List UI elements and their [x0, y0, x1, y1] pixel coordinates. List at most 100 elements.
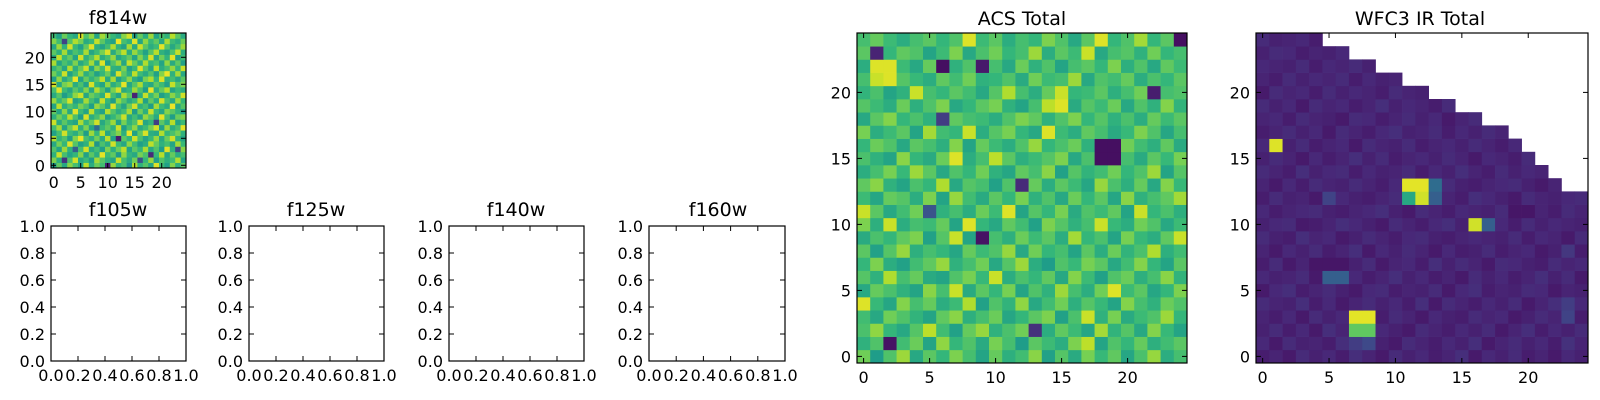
heatmap-cell: [1121, 151, 1135, 166]
heatmap-cell: [870, 204, 884, 219]
heatmap-cell: [1015, 99, 1029, 113]
heatmap-cell: [72, 103, 79, 109]
heatmap-cell: [1256, 151, 1270, 166]
heatmap-cell: [1322, 244, 1337, 258]
panel-title-f814w: f814w: [89, 7, 148, 29]
heatmap-cell: [1068, 244, 1082, 258]
heatmap-cell: [936, 244, 950, 258]
heatmap-cell: [1455, 244, 1469, 258]
heatmap-cell: [1322, 283, 1337, 298]
heatmap-cell: [180, 130, 187, 136]
heatmap-cell: [1081, 231, 1095, 245]
heatmap-cell: [180, 92, 187, 99]
heatmap-cell: [1468, 283, 1483, 298]
heatmap-cell: [1295, 349, 1310, 364]
y-tick-label: 0.2: [218, 325, 243, 344]
x-tick-label: 0: [859, 368, 869, 387]
heatmap-cell: [1081, 270, 1095, 285]
heatmap-cell: [148, 54, 154, 61]
heatmap-cell: [99, 108, 106, 115]
heatmap-cell: [1388, 283, 1403, 298]
heatmap-cell: [1173, 138, 1188, 153]
heatmap-cell: [1428, 204, 1443, 219]
heatmap-cell: [896, 297, 911, 311]
heatmap-cell: [83, 97, 90, 104]
tick-marks-f160w: [648, 225, 786, 362]
heatmap-cell: [1495, 217, 1509, 232]
heatmap-cell: [1441, 231, 1456, 245]
heatmap-cell: [99, 49, 106, 55]
heatmap-cell: [121, 146, 127, 153]
heatmap-cell: [1362, 204, 1376, 219]
heatmap-cell: [137, 114, 144, 120]
heatmap-cell: [1322, 191, 1337, 205]
heatmap-cell: [1002, 125, 1016, 139]
heatmap-cell: [1055, 85, 1069, 100]
heatmap-cell: [61, 38, 68, 45]
heatmap-cell: [989, 283, 1003, 298]
heatmap-cell: [1362, 125, 1376, 139]
heatmap-cell: [105, 54, 111, 61]
heatmap-cell: [169, 146, 176, 153]
heatmap-cell: [132, 54, 138, 61]
heatmap-cell: [61, 130, 68, 136]
heatmap-cell: [1574, 323, 1589, 337]
heatmap-cell: [1107, 99, 1122, 113]
heatmap-cell: [126, 70, 133, 77]
heatmap-cell: [989, 46, 1003, 60]
heatmap-cell: [1028, 204, 1043, 219]
heatmap-cell: [1455, 310, 1469, 324]
heatmap-cell: [1256, 217, 1270, 232]
heatmap-cell: [870, 323, 884, 337]
heatmap-cell: [1041, 257, 1056, 271]
heatmap-cell: [121, 162, 127, 169]
heatmap-cell: [1015, 297, 1029, 311]
heatmap-cell: [989, 270, 1003, 285]
heatmap-cell: [936, 204, 950, 219]
heatmap-cell: [1094, 336, 1109, 351]
heatmap-cell: [99, 141, 106, 147]
heatmap-cell: [1402, 323, 1416, 337]
heatmap-cell: [1028, 178, 1043, 192]
heatmap-cell: [1160, 270, 1175, 285]
heatmap-cell: [94, 81, 100, 88]
heatmap-cell: [1455, 125, 1469, 139]
heatmap-cell: [1508, 191, 1522, 205]
heatmap-cell: [148, 97, 154, 104]
heatmap-cell: [896, 204, 911, 219]
heatmap-cell: [1441, 138, 1456, 153]
panel-title-f160w: f160w: [689, 199, 748, 221]
heatmap-cell: [115, 135, 122, 142]
heatmap-cell: [159, 87, 165, 93]
heatmap-cell: [1081, 336, 1095, 351]
heatmap-cell: [142, 141, 149, 147]
heatmap-cell: [1521, 310, 1536, 324]
heatmap-cell: [949, 72, 963, 87]
heatmap-cell: [153, 70, 160, 77]
heatmap-cell: [1282, 125, 1297, 139]
heatmap-cell: [1415, 217, 1429, 232]
heatmap-cell: [142, 151, 149, 158]
heatmap-cell: [1335, 85, 1350, 100]
heatmap-cell: [83, 76, 90, 82]
heatmap-cell: [159, 65, 165, 72]
heatmap-cell: [1574, 270, 1589, 285]
heatmap-cell: [1028, 244, 1043, 258]
heatmap-cell: [1362, 349, 1376, 364]
heatmap-cell: [1160, 191, 1175, 205]
heatmap-cell: [1309, 59, 1323, 73]
heatmap-cell: [142, 43, 149, 50]
heatmap-cell: [1348, 85, 1363, 100]
heatmap-cell: [180, 76, 187, 82]
heatmap-cell: [870, 151, 884, 166]
heatmap-cell: [175, 65, 181, 72]
heatmap-cell: [132, 81, 138, 88]
heatmap-cell: [1173, 125, 1188, 139]
heatmap-cell: [1335, 151, 1350, 166]
heatmap-cell: [909, 46, 924, 60]
heatmap-cell: [975, 178, 990, 192]
heatmap-cell: [1121, 125, 1135, 139]
heatmap-cell: [1028, 165, 1043, 179]
heatmap-cell: [883, 297, 897, 311]
heatmap-cell: [72, 65, 79, 72]
